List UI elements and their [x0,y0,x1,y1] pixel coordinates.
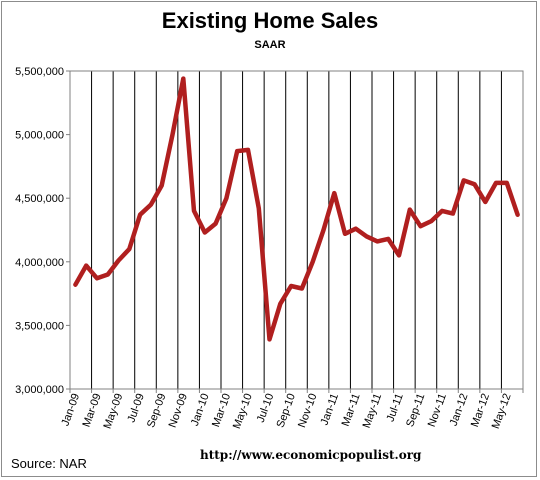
x-tick-label: Mar-09 [81,392,104,429]
x-tick-label: Nov-11 [426,392,449,429]
x-tick-label: Sep-11 [404,392,427,429]
plot-area [69,70,524,390]
series-line [73,76,520,342]
x-tick-label: May-12 [490,392,514,431]
y-axis: 3,000,000 3,500,000 4,000,000 4,500,000 5,00… [15,66,70,396]
x-tick-label: May-10 [231,392,255,431]
series-group [73,76,520,342]
gridlines [91,71,502,389]
x-tick-label: May-09 [102,392,126,431]
x-tick-label: Mar-11 [340,392,363,428]
y-tick-label: 3,500,000 [15,320,64,332]
x-tick-label: Nov-10 [296,392,319,429]
chart-title: Existing Home Sales [161,8,379,33]
y-tick-label: 5,500,000 [15,66,64,78]
y-tick-label: 4,500,000 [15,193,64,205]
x-tick-label: Jul-10 [255,392,277,424]
y-tick-label: 5,000,000 [15,130,64,142]
source-note: Source: NAR [11,456,87,471]
y-tick-label: 3,000,000 [15,384,64,396]
x-tick-label: Jan-11 [319,392,342,427]
x-tick-label: Jul-09 [125,392,147,424]
website-url: http://www.economicpopulist.org [200,448,422,462]
x-tick-label: Mar-12 [469,392,492,429]
x-tick-label: Sep-10 [275,392,298,429]
x-tick-label: Jul-11 [385,392,406,424]
x-tick-label: Jan-09 [59,392,82,428]
x-tick-label: Sep-09 [145,392,168,429]
x-tick-label: Jan-12 [448,392,471,428]
y-tick-label: 4,000,000 [15,257,64,269]
chart-subtitle: SAAR [254,39,286,51]
x-tick-label: May-11 [361,392,385,430]
x-tick-label: Nov-09 [167,392,190,429]
x-tick-label: Jan-10 [189,392,212,428]
x-tick-label: Mar-10 [210,392,233,429]
